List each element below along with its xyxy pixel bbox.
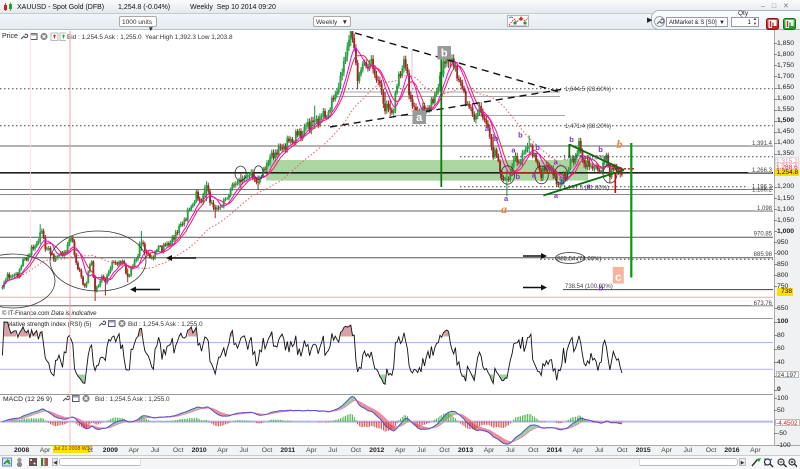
svg-text:b: b (560, 178, 565, 187)
svg-text:a: a (485, 124, 490, 133)
svg-text:a: a (511, 146, 516, 155)
svg-text:970.85: 970.85 (754, 232, 773, 238)
svg-text:1,644.5 (23.60%): 1,644.5 (23.60%) (565, 87, 611, 93)
svg-text:a: a (554, 158, 559, 167)
svg-text:b: b (599, 284, 604, 293)
svg-text:b: b (598, 145, 603, 154)
svg-text:1,391.4: 1,391.4 (752, 141, 773, 147)
svg-text:b: b (441, 48, 448, 60)
svg-text:b: b (569, 135, 574, 144)
svg-text:c: c (615, 270, 622, 284)
svg-text:673.76: 673.76 (754, 301, 773, 307)
svg-text:b: b (516, 172, 521, 181)
svg-text:a: a (504, 194, 509, 203)
svg-text:738.54 (100.00%): 738.54 (100.00%) (565, 284, 613, 290)
svg-text:1,191.5 (61.80%): 1,191.5 (61.80%) (563, 186, 609, 192)
svg-text:1,098: 1,098 (757, 206, 773, 212)
svg-text:b: b (617, 137, 623, 151)
svg-text:a: a (501, 202, 507, 216)
svg-text:1,266.3: 1,266.3 (752, 168, 773, 174)
svg-text:b: b (518, 131, 523, 140)
svg-text:a: a (554, 191, 559, 200)
svg-text:885.98: 885.98 (754, 252, 773, 258)
svg-text:1,331.5 (50.00%): 1,331.5 (50.00%) (563, 156, 609, 162)
svg-text:1,186.2: 1,186.2 (752, 188, 773, 194)
svg-text:1,196.3: 1,196.3 (752, 185, 773, 191)
svg-text:a: a (416, 112, 423, 124)
svg-text:b: b (535, 143, 540, 152)
svg-text:a: a (532, 171, 537, 180)
svg-text:985.54 (78.00%): 985.54 (78.00%) (557, 257, 601, 263)
svg-text:b: b (494, 134, 499, 143)
svg-text:a: a (587, 182, 592, 191)
svg-text:1,471.4 (38.20%): 1,471.4 (38.20%) (565, 124, 611, 130)
